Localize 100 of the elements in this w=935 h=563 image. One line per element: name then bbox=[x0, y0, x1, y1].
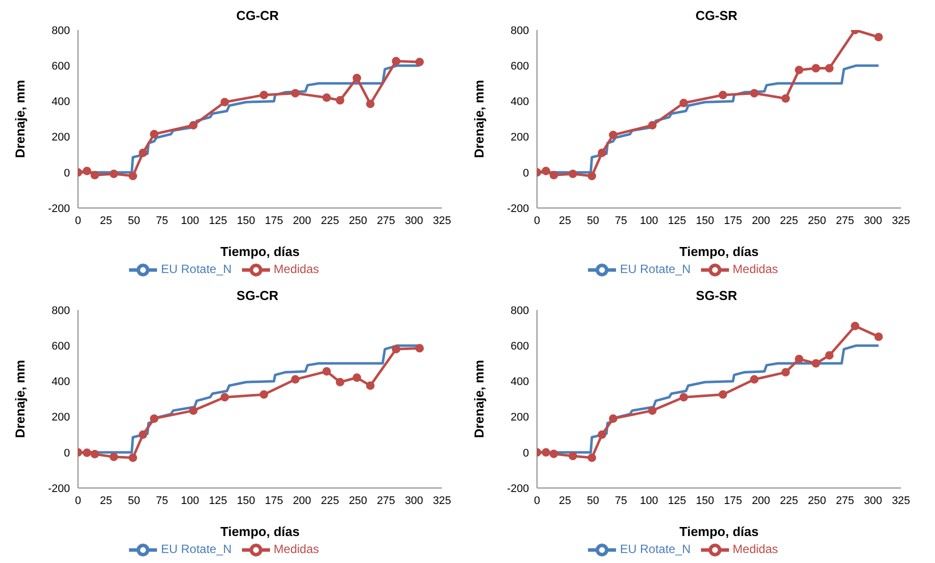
y-tick-label: -200 bbox=[48, 202, 70, 215]
point bbox=[415, 58, 424, 66]
point bbox=[260, 390, 268, 399]
x-axis-title: Tiempo, días bbox=[220, 524, 300, 539]
point bbox=[568, 170, 578, 178]
point bbox=[679, 98, 688, 108]
x-tick-label: 75 bbox=[614, 494, 628, 507]
point bbox=[291, 88, 300, 98]
point bbox=[825, 64, 834, 73]
legend-label: Medidas bbox=[732, 542, 778, 556]
x-tick-label: 225 bbox=[320, 494, 340, 507]
x-tick-label: 25 bbox=[100, 494, 112, 507]
point bbox=[82, 166, 92, 176]
y-tick-label: 800 bbox=[52, 304, 70, 317]
x-tick-label: 0 bbox=[534, 214, 540, 227]
chart-title: CG-CR bbox=[235, 8, 280, 25]
point bbox=[336, 378, 344, 386]
x-tick-label: 150 bbox=[236, 494, 256, 507]
point bbox=[750, 88, 759, 98]
point bbox=[110, 170, 118, 178]
y-tick-label: 0 bbox=[64, 167, 70, 180]
point bbox=[648, 406, 657, 415]
y-tick-label: 200 bbox=[510, 412, 529, 424]
y-tick-label: 800 bbox=[52, 24, 70, 37]
x-tick-label: 25 bbox=[558, 214, 572, 227]
x-tick-label: 225 bbox=[320, 214, 340, 227]
x-tick-label: 325 bbox=[892, 214, 910, 227]
legend-label: Medidas bbox=[274, 262, 320, 276]
x-tick-label: 275 bbox=[836, 494, 854, 507]
point bbox=[150, 414, 158, 423]
x-tick-label: 250 bbox=[808, 494, 826, 507]
point bbox=[189, 120, 198, 130]
x-tick-label: 275 bbox=[836, 214, 854, 227]
point bbox=[322, 367, 331, 376]
point bbox=[366, 381, 375, 390]
x-tick-label: 100 bbox=[640, 494, 658, 507]
point bbox=[794, 354, 804, 364]
point bbox=[781, 94, 790, 103]
y-tick-label: 600 bbox=[52, 60, 70, 73]
point bbox=[874, 332, 883, 341]
point bbox=[110, 452, 118, 462]
x-tick-label: 50 bbox=[586, 214, 600, 227]
x-tick-label: 0 bbox=[74, 214, 82, 227]
point bbox=[90, 450, 100, 458]
point bbox=[598, 148, 606, 158]
x-tick-label: 300 bbox=[404, 214, 424, 227]
point bbox=[336, 96, 344, 105]
x-tick-label: 50 bbox=[128, 494, 140, 507]
point bbox=[825, 351, 834, 360]
legend-label: EU Rotate_N bbox=[160, 262, 232, 276]
legend-label: EU Rotate_N bbox=[620, 542, 691, 556]
x-axis-title: Tiempo, días bbox=[679, 524, 759, 539]
x-tick-label: 125 bbox=[208, 494, 228, 507]
legend-label: EU Rotate_N bbox=[160, 542, 232, 556]
point bbox=[812, 359, 820, 368]
x-tick-label: 200 bbox=[752, 214, 770, 227]
point bbox=[608, 130, 618, 140]
y-tick-label: 800 bbox=[510, 304, 529, 317]
x-tick-label: 200 bbox=[292, 214, 312, 227]
x-tick-label: 275 bbox=[376, 494, 396, 507]
x-tick-label: 25 bbox=[100, 214, 112, 227]
x-tick-label: 100 bbox=[640, 214, 658, 227]
y-tick-label: 400 bbox=[510, 376, 529, 388]
x-tick-label: 175 bbox=[724, 494, 742, 507]
point bbox=[90, 170, 100, 180]
y-tick-label: 0 bbox=[64, 447, 70, 460]
point bbox=[648, 120, 657, 130]
y-tick-label: 600 bbox=[510, 60, 529, 73]
point bbox=[850, 322, 860, 330]
point bbox=[128, 172, 138, 180]
x-tick-label: 150 bbox=[696, 214, 714, 227]
y-tick-label: -200 bbox=[506, 202, 529, 215]
point bbox=[138, 430, 148, 439]
point bbox=[550, 170, 558, 180]
y-axis-title: Drenaje, mm bbox=[472, 80, 487, 158]
legend-label: Medidas bbox=[732, 262, 778, 276]
x-axis-title: Tiempo, días bbox=[679, 244, 759, 259]
y-tick-label: 0 bbox=[522, 167, 529, 180]
y-tick-label: 0 bbox=[522, 447, 529, 460]
point bbox=[588, 453, 596, 462]
y-tick-label: 400 bbox=[52, 376, 70, 388]
point bbox=[542, 166, 550, 176]
point bbox=[679, 392, 688, 402]
point bbox=[568, 452, 578, 460]
y-tick-label: 800 bbox=[510, 24, 529, 37]
x-tick-label: 50 bbox=[586, 494, 600, 507]
x-tick-label: 150 bbox=[236, 214, 256, 227]
y-tick-label: -200 bbox=[506, 482, 529, 495]
x-tick-label: 300 bbox=[864, 494, 882, 507]
chart-title: SG-CR bbox=[236, 288, 280, 305]
y-axis-title: Drenaje, mm bbox=[12, 80, 28, 158]
point bbox=[598, 430, 606, 439]
point bbox=[220, 392, 229, 402]
x-tick-label: 250 bbox=[808, 214, 826, 227]
point bbox=[352, 74, 362, 82]
x-tick-label: 100 bbox=[180, 214, 200, 227]
y-tick-label: 600 bbox=[52, 340, 70, 353]
y-tick-label: -200 bbox=[48, 482, 70, 495]
x-tick-label: 125 bbox=[668, 494, 686, 507]
x-tick-label: 75 bbox=[614, 214, 628, 227]
